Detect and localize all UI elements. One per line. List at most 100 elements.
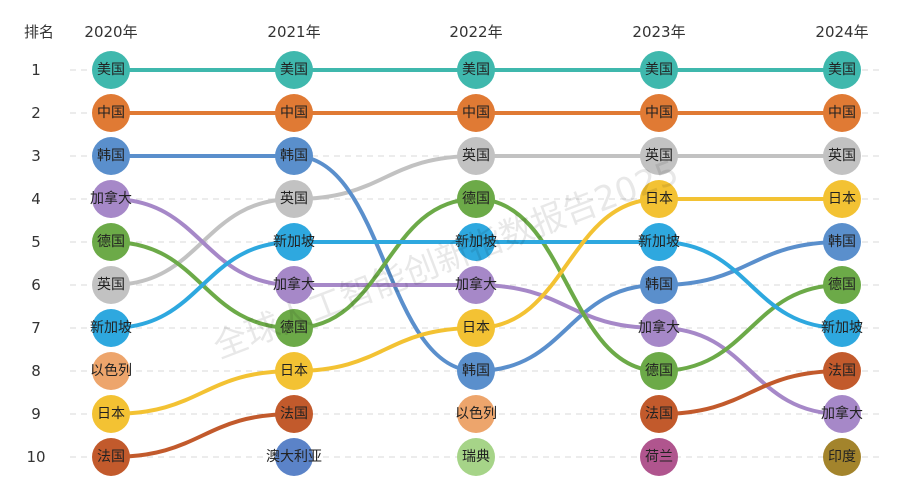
node-1-7: 日本	[275, 352, 313, 390]
node-label: 韩国	[462, 363, 490, 379]
node-0-9: 法国	[92, 438, 130, 476]
rank-label-3: 3	[31, 147, 41, 165]
node-circle	[92, 266, 130, 304]
node-1-1: 中国	[275, 94, 313, 132]
node-4-5: 德国	[823, 266, 861, 304]
node-3-1: 中国	[640, 94, 678, 132]
node-label: 中国	[645, 105, 673, 121]
node-circle	[457, 137, 495, 175]
node-label: 法国	[828, 363, 856, 379]
node-circle	[823, 266, 861, 304]
node-4-4: 韩国	[823, 223, 861, 261]
node-2-4: 新加坡	[455, 223, 497, 261]
node-2-6: 日本	[457, 309, 495, 347]
year-header-1: 2021年	[267, 23, 320, 41]
node-circle	[640, 51, 678, 89]
node-label: 英国	[828, 147, 856, 164]
node-label: 新加坡	[821, 320, 863, 336]
node-circle	[823, 309, 861, 347]
node-3-6: 加拿大	[638, 309, 680, 347]
rank-label-6: 6	[31, 276, 41, 294]
node-label: 新加坡	[455, 234, 497, 250]
rank-label-2: 2	[31, 104, 41, 122]
node-3-2: 英国	[640, 137, 678, 175]
node-circle	[640, 438, 678, 476]
node-label: 德国	[645, 363, 673, 379]
node-2-0: 美国	[457, 51, 495, 89]
node-label: 日本	[462, 320, 490, 336]
node-circle	[823, 223, 861, 261]
node-4-7: 法国	[823, 352, 861, 390]
node-0-6: 新加坡	[90, 309, 132, 347]
node-label: 新加坡	[90, 320, 132, 336]
rank-label-7: 7	[31, 319, 41, 337]
node-circle	[275, 51, 313, 89]
node-label: 瑞典	[462, 449, 490, 465]
node-circle	[92, 137, 130, 175]
node-0-7: 以色列	[90, 352, 132, 390]
node-label: 韩国	[645, 277, 673, 293]
node-4-9: 印度	[823, 438, 861, 476]
node-circle	[275, 137, 313, 175]
node-circle	[457, 352, 495, 390]
node-1-8: 法国	[275, 395, 313, 433]
node-circle	[823, 395, 861, 433]
node-0-3: 加拿大	[90, 180, 132, 218]
rank-label-1: 1	[31, 61, 41, 79]
node-label: 英国	[280, 190, 308, 207]
node-circle	[823, 51, 861, 89]
rank-label-4: 4	[31, 190, 41, 208]
node-circle	[92, 395, 130, 433]
year-header-3: 2023年	[632, 23, 685, 41]
rank-label-10: 10	[26, 448, 45, 466]
node-label: 澳大利亚	[266, 449, 322, 465]
node-label: 日本	[97, 406, 125, 422]
node-label: 新加坡	[638, 234, 680, 250]
node-1-4: 新加坡	[273, 223, 315, 261]
node-circle	[640, 223, 678, 261]
node-circle	[457, 180, 495, 218]
node-0-1: 中国	[92, 94, 130, 132]
node-2-1: 中国	[457, 94, 495, 132]
node-3-5: 韩国	[640, 266, 678, 304]
node-circle	[457, 266, 495, 304]
node-2-3: 德国	[457, 180, 495, 218]
node-circle	[640, 309, 678, 347]
node-3-0: 美国	[640, 51, 678, 89]
node-label: 中国	[462, 105, 490, 121]
node-0-2: 韩国	[92, 137, 130, 175]
node-label: 中国	[280, 105, 308, 121]
node-circle	[275, 266, 313, 304]
rank-label-9: 9	[31, 405, 41, 423]
node-circle	[275, 352, 313, 390]
node-circle	[823, 352, 861, 390]
node-label: 德国	[462, 191, 490, 207]
node-circle	[823, 438, 861, 476]
node-circle	[92, 180, 130, 218]
node-label: 加拿大	[638, 319, 680, 336]
node-label: 荷兰	[645, 449, 673, 465]
node-label: 中国	[97, 105, 125, 121]
node-2-7: 韩国	[457, 352, 495, 390]
node-label: 韩国	[828, 234, 856, 250]
node-circle	[457, 309, 495, 347]
node-4-0: 美国	[823, 51, 861, 89]
node-4-2: 英国	[823, 137, 861, 175]
node-circle	[823, 180, 861, 218]
node-4-6: 新加坡	[821, 309, 863, 347]
node-1-9: 澳大利亚	[266, 438, 322, 476]
rank-label-5: 5	[31, 233, 41, 251]
node-circle	[92, 94, 130, 132]
node-circle	[823, 137, 861, 175]
node-1-5: 加拿大	[273, 266, 315, 304]
node-label: 以色列	[90, 362, 132, 379]
node-0-4: 德国	[92, 223, 130, 261]
node-label: 加拿大	[90, 190, 132, 207]
node-label: 韩国	[97, 148, 125, 164]
node-2-9: 瑞典	[457, 438, 495, 476]
node-label: 德国	[280, 320, 308, 336]
rank-label-8: 8	[31, 362, 41, 380]
node-3-9: 荷兰	[640, 438, 678, 476]
node-2-8: 以色列	[455, 395, 497, 433]
